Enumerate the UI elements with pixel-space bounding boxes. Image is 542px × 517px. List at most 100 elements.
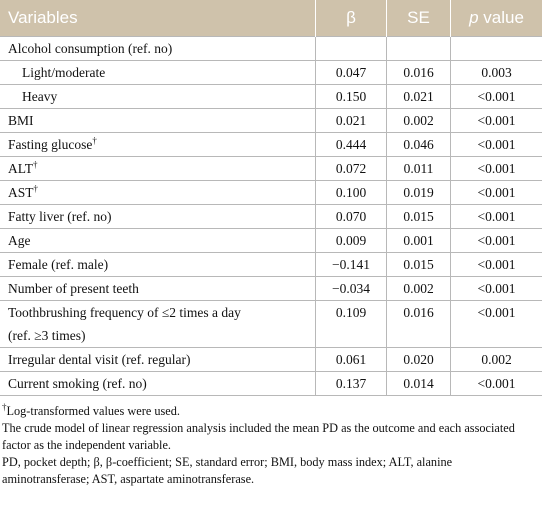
se-cell: 0.011 (386, 156, 451, 181)
beta-cell: 0.100 (315, 180, 387, 205)
beta-value: 0.444 (335, 137, 367, 152)
header-text: Variables (8, 8, 78, 27)
beta-value: 0.150 (335, 89, 367, 104)
beta-cell: 0.109 (315, 300, 387, 348)
variable-label: Alcohol consumption (ref. no) (8, 41, 173, 56)
variable-cell: Heavy (0, 84, 316, 109)
variable-label: Fasting glucose (8, 137, 93, 152)
variable-label: Age (8, 233, 31, 248)
table-row: AST† 0.100 0.019 <0.001 (0, 180, 542, 205)
beta-cell: 0.137 (315, 371, 387, 396)
beta-cell: −0.141 (315, 252, 387, 277)
p-value: 0.002 (481, 352, 512, 367)
beta-cell: 0.047 (315, 60, 387, 85)
table-row: Current smoking (ref. no) 0.137 0.014 <0.00… (0, 371, 542, 396)
variable-cell: Light/moderate (0, 60, 316, 85)
variable-cell: ALT† (0, 156, 316, 181)
variable-label: BMI (8, 113, 34, 128)
variable-cell: Fatty liver (ref. no) (0, 204, 316, 229)
p-cell: <0.001 (450, 156, 542, 181)
se-value: 0.014 (403, 376, 434, 391)
p-value: <0.001 (477, 89, 516, 104)
se-value: 0.016 (403, 305, 434, 320)
se-value: 0.001 (403, 233, 434, 248)
se-cell: 0.019 (386, 180, 451, 205)
se-value: 0.019 (403, 185, 434, 200)
footnote-text: Log-transformed values were used. (6, 404, 180, 418)
p-cell: <0.001 (450, 84, 542, 109)
p-cell: <0.001 (450, 204, 542, 229)
variable-label: Number of present teeth (8, 281, 139, 296)
variable-label: AST (8, 185, 34, 200)
p-cell: 0.002 (450, 347, 542, 372)
header-text: p (469, 8, 479, 27)
table-row: Fasting glucose† 0.444 0.046 <0.001 (0, 132, 542, 157)
se-cell: 0.015 (386, 252, 451, 277)
variable-label: ALT (8, 161, 34, 176)
p-value: <0.001 (477, 376, 516, 391)
p-value: 0.003 (481, 65, 512, 80)
se-cell: 0.020 (386, 347, 451, 372)
beta-value: 0.070 (335, 209, 367, 224)
se-cell: 0.002 (386, 108, 451, 133)
header-cell: β (315, 0, 387, 37)
se-value: 0.002 (403, 113, 434, 128)
table-row: Alcohol consumption (ref. no) (0, 36, 542, 61)
se-cell: 0.001 (386, 228, 451, 253)
table-row: Irregular dental visit (ref. regular) 0.0… (0, 347, 542, 372)
variable-cell: Current smoking (ref. no) (0, 371, 316, 396)
table-row: ALT† 0.072 0.011 <0.001 (0, 156, 542, 181)
beta-value: 0.009 (335, 233, 367, 248)
se-value: 0.002 (403, 281, 434, 296)
variable-cell: Alcohol consumption (ref. no) (0, 36, 316, 61)
variable-label: Fatty liver (ref. no) (8, 209, 112, 224)
p-value: <0.001 (477, 305, 516, 320)
footnote-mark: † (2, 401, 7, 412)
se-value: 0.020 (403, 352, 434, 367)
beta-value: 0.109 (335, 305, 367, 320)
variable-label: (ref. ≥3 times) (8, 328, 86, 343)
footnote-mark: † (33, 183, 39, 194)
se-cell: 0.002 (386, 276, 451, 301)
table-body: Alcohol consumption (ref. no) Light/moder… (0, 36, 542, 396)
se-cell (386, 36, 451, 61)
p-cell: <0.001 (450, 276, 542, 301)
table-row: Heavy 0.150 0.021 <0.001 (0, 84, 542, 109)
p-value: <0.001 (477, 257, 516, 272)
p-value: <0.001 (477, 161, 516, 176)
se-value: 0.015 (403, 209, 434, 224)
p-cell: 0.003 (450, 60, 542, 85)
p-cell: <0.001 (450, 180, 542, 205)
beta-value: 0.072 (335, 161, 367, 176)
p-value: <0.001 (477, 185, 516, 200)
table-row: Toothbrushing frequency of ≤2 times a da… (0, 300, 542, 348)
p-cell: <0.001 (450, 300, 542, 348)
header-text: value (483, 8, 524, 27)
table-row: Female (ref. male) −0.141 0.015 <0.001 (0, 252, 542, 277)
beta-cell (315, 36, 387, 61)
beta-cell: 0.021 (315, 108, 387, 133)
variable-label: Female (ref. male) (8, 257, 109, 272)
table-row: Fatty liver (ref. no) 0.070 0.015 <0.001 (0, 204, 542, 229)
footnote: The crude model of linear regression ana… (2, 421, 515, 452)
header-text: β (346, 8, 356, 27)
beta-value: −0.034 (332, 281, 370, 296)
se-value: 0.021 (403, 89, 434, 104)
variable-cell: Number of present teeth (0, 276, 316, 301)
beta-value: 0.100 (335, 185, 367, 200)
variable-label: Heavy (22, 89, 58, 104)
p-value: <0.001 (477, 137, 516, 152)
beta-cell: 0.150 (315, 84, 387, 109)
beta-value: 0.047 (335, 65, 367, 80)
p-value: <0.001 (477, 281, 516, 296)
table-row: Light/moderate 0.047 0.016 0.003 (0, 60, 542, 85)
beta-cell: 0.070 (315, 204, 387, 229)
p-cell: <0.001 (450, 371, 542, 396)
beta-cell: 0.009 (315, 228, 387, 253)
header-text: SE (407, 8, 430, 27)
variable-label: Irregular dental visit (ref. regular) (8, 352, 191, 367)
se-cell: 0.016 (386, 300, 451, 348)
variable-label: Light/moderate (22, 65, 106, 80)
footnotes: †Log-transformed values were used. The c… (0, 396, 542, 488)
table-row: Number of present teeth −0.034 0.002 <0.001 (0, 276, 542, 301)
